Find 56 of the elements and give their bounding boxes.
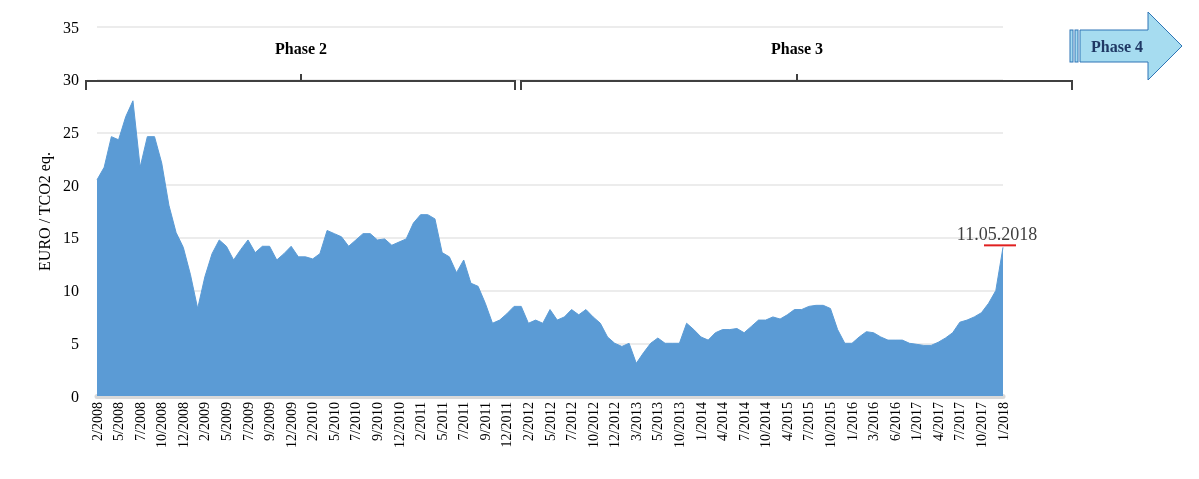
x-tick-label: 12/2010	[391, 402, 407, 448]
x-tick-label: 10/2012	[585, 402, 601, 448]
x-tick-label: 7/2017	[952, 402, 968, 441]
y-tick-label: 30	[63, 71, 79, 89]
x-tick-label: 2/2010	[305, 402, 321, 441]
x-tick-label: 2/2011	[413, 402, 429, 441]
x-tick-label: 3/2013	[628, 402, 644, 441]
x-tick-label: 5/2011	[434, 402, 450, 441]
x-tick-label: 1/2018	[995, 402, 1011, 441]
text: Phase 4	[1091, 38, 1143, 55]
x-tick-label: 7/2012	[564, 402, 580, 441]
x-tick-label: 2/2009	[197, 402, 213, 441]
x-tick-label: 1/2014	[693, 402, 709, 441]
x-tick-label: 7/2014	[736, 402, 752, 441]
x-tick-label: 4/2015	[779, 402, 795, 441]
x-tick-label: 5/2009	[218, 402, 234, 441]
annotation: Phase 3	[771, 40, 823, 57]
x-tick-label: 4/2014	[715, 402, 731, 441]
x-tick-label: 7/2009	[240, 402, 256, 441]
x-tick-label: 10/2008	[154, 402, 170, 448]
annotation: 11.05.2018	[956, 224, 1038, 245]
x-tick-label: 4/2017	[930, 402, 946, 441]
y-axis-title: EURO / TCO2 eq.	[35, 152, 54, 271]
y-tick-label: 15	[63, 229, 79, 247]
x-tick-label: 6/2016	[887, 402, 903, 441]
x-tick-label: 7/2015	[801, 402, 817, 441]
y-tick-label: 25	[63, 123, 79, 141]
x-tick-label: 1/2017	[909, 402, 925, 441]
x-tick-label: 5/2010	[326, 402, 342, 441]
x-tick-label: 12/2012	[607, 402, 623, 448]
x-tick-label: 12/2009	[283, 402, 299, 448]
x-tick-label: 2/2012	[520, 402, 536, 441]
annotation: Phase 2	[275, 40, 327, 57]
x-tick-label: 9/2010	[369, 402, 385, 441]
x-tick-label: 7/2011	[456, 402, 472, 441]
x-tick-label: 12/2011	[499, 402, 515, 448]
x-tick-label: 10/2017	[973, 402, 989, 448]
x-tick-label: 10/2015	[822, 402, 838, 448]
x-tick-label: 9/2009	[262, 402, 278, 441]
x-tick-label: 3/2016	[866, 402, 882, 441]
x-tick-label: 9/2011	[477, 402, 493, 441]
x-tick-label: 5/2013	[650, 402, 666, 441]
x-tick-label: 12/2008	[175, 402, 191, 448]
x-tick-label: 5/2008	[111, 402, 127, 441]
x-tick-label: 10/2014	[758, 402, 774, 448]
x-tick-label: 10/2013	[671, 402, 687, 448]
x-tick-label: 2/2008	[89, 402, 105, 441]
y-tick-label: 20	[63, 176, 79, 194]
y-tick-label: 35	[63, 18, 79, 36]
x-tick-label: 7/2010	[348, 402, 364, 441]
x-tick-label: 1/2016	[844, 402, 860, 441]
x-tick-label: 5/2012	[542, 402, 558, 441]
y-tick-label: 0	[71, 387, 79, 405]
y-tick-label: 5	[71, 334, 79, 352]
y-tick-label: 10	[63, 282, 79, 300]
x-tick-label: 7/2008	[132, 402, 148, 441]
